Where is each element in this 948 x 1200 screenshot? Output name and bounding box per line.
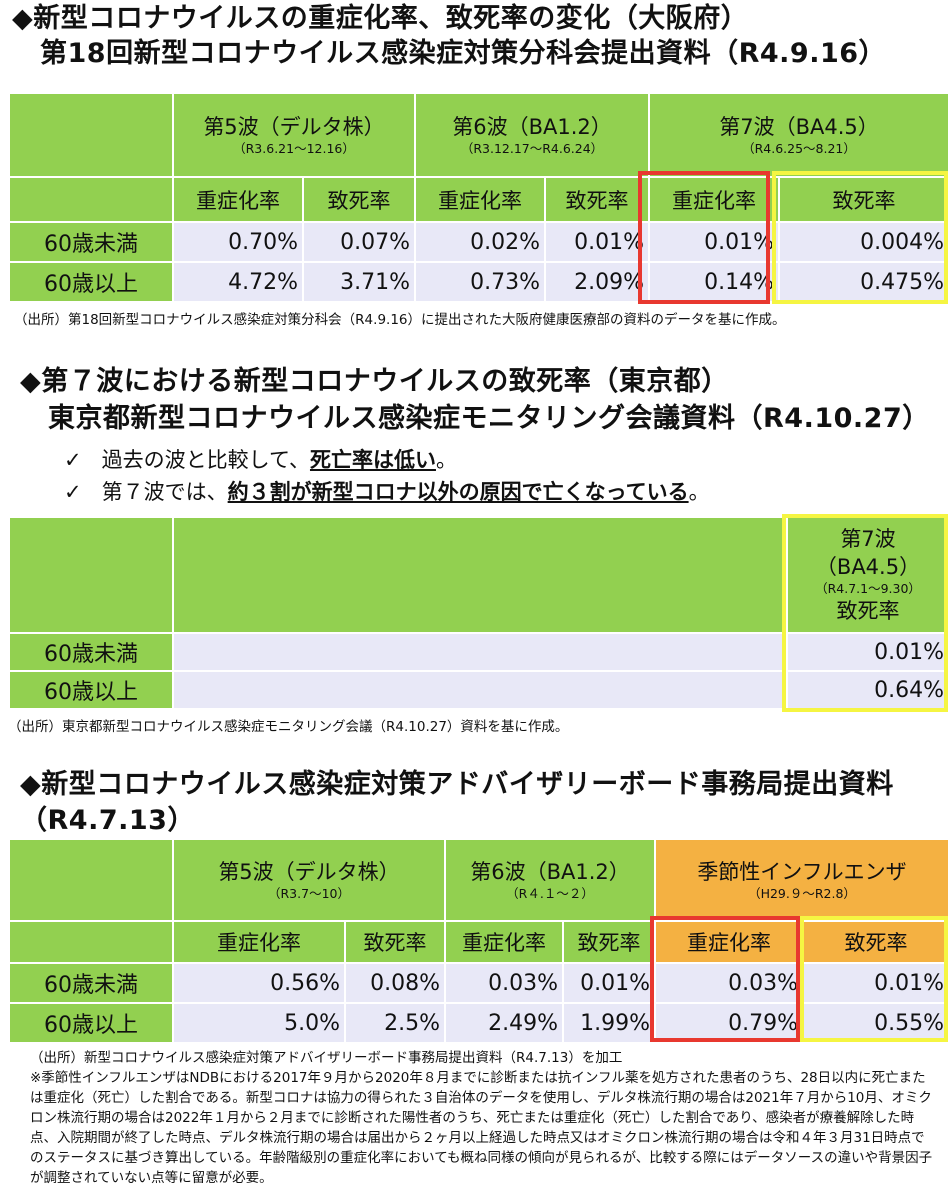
value-cell: 2.5%: [344, 1002, 446, 1044]
footnote: ※季節性インフルエンザはNDBにおける2017年９月から2020年８月までに診断…: [30, 1070, 933, 1186]
row-label: 60歳未満: [8, 221, 174, 263]
value-cell: 5.0%: [172, 1002, 346, 1044]
highlight-red-box: [638, 171, 770, 304]
value-cell: 4.72%: [172, 261, 304, 303]
value-cell: 0.01%: [562, 962, 656, 1004]
highlight-red-box: [650, 916, 800, 1042]
metric-header: 重症化率: [654, 920, 804, 964]
table-row: 60歳以上 0.64%: [8, 670, 948, 710]
value-cell: 0.73%: [414, 261, 546, 303]
value-cell: 0.07%: [302, 221, 416, 263]
source-note: （出所）新型コロナウイルス感染症対策アドバイザリーボード事務局提出資料（R4.7…: [30, 1050, 623, 1066]
value-cell: 0.64%: [786, 670, 948, 710]
row-label: 60歳未満: [8, 962, 174, 1004]
wave-header: 第6波（BA1.2） （R3.12.17～R4.6.24）: [414, 92, 650, 178]
value-cell: 1.99%: [562, 1002, 656, 1044]
tokyo-table: 第7波 （BA4.5） （R4.7.1～9.30） 致死率 60歳未満 0.01…: [8, 516, 948, 710]
blank-cell: [8, 176, 174, 223]
check-icon: ✓: [64, 480, 82, 504]
value-cell: 0.01%: [648, 221, 780, 263]
value-cell: 0.55%: [802, 1002, 948, 1044]
row-label: 60歳以上: [8, 261, 174, 303]
section3-subtitle: （R4.7.13）: [20, 805, 195, 836]
table-row: 60歳以上 4.72% 3.71% 0.73% 2.09% 0.14% 0.47…: [8, 261, 948, 303]
value-cell: 0.01%: [544, 221, 650, 263]
empty-cell: [172, 670, 788, 710]
value-cell: 0.56%: [172, 962, 346, 1004]
metric-header: 重症化率: [444, 920, 564, 964]
section3-title: ◆新型コロナウイルス感染症対策アドバイザリーボード事務局提出資料: [20, 769, 894, 800]
section1-subtitle: 第18回新型コロナウイルス感染症対策分科会提出資料（R4.9.16）: [40, 38, 887, 69]
table-row: 60歳未満 0.56% 0.08% 0.03% 0.01% 0.03% 0.01…: [8, 962, 948, 1004]
source-note: （出所）第18回新型コロナウイルス感染症対策分科会（R4.9.16）に提出された…: [14, 312, 786, 328]
value-cell: 0.79%: [654, 1002, 804, 1044]
wave-header: 第5波（デルタ株） （R3.7～10）: [172, 838, 446, 922]
wave-header: 第7波（BA4.5） （R4.6.25～8.21）: [648, 92, 948, 178]
value-cell: 3.71%: [302, 261, 416, 303]
corner-cell: [8, 92, 174, 178]
metric-header: 重症化率: [172, 920, 346, 964]
influenza-header: 季節性インフルエンザ （H29.９～R2.8）: [654, 838, 948, 922]
section2-subtitle: 東京都新型コロナウイルス感染症モニタリング会議資料（R4.10.27）: [48, 403, 930, 434]
value-cell: 0.03%: [444, 962, 564, 1004]
table-row: 60歳以上 5.0% 2.5% 2.49% 1.99% 0.79% 0.55%: [8, 1002, 948, 1044]
metric-header: 致死率: [544, 176, 650, 223]
row-label: 60歳以上: [8, 670, 174, 710]
metric-header: 致死率: [302, 176, 416, 223]
highlight-yellow-box: [772, 171, 948, 304]
check-icon: ✓: [64, 448, 82, 472]
value-cell: 0.03%: [654, 962, 804, 1004]
section2-title: ◆第７波における新型コロナウイルスの致死率（東京都）: [20, 366, 729, 397]
value-cell: 0.02%: [414, 221, 546, 263]
corner-cell: [8, 516, 174, 634]
value-cell: 0.01%: [802, 962, 948, 1004]
source-note: （出所）東京都新型コロナウイルス感染症モニタリング会議（R4.10.27）資料を…: [8, 719, 569, 735]
metric-header: 致死率: [802, 920, 948, 964]
metric-header: 致死率: [344, 920, 446, 964]
metric-header: 重症化率: [172, 176, 304, 223]
wave-header: 第6波（BA1.2） （R４.１～２）: [444, 838, 656, 922]
table-row: 60歳未満 0.01%: [8, 632, 948, 672]
value-cell: 0.14%: [648, 261, 780, 303]
wave-header: 第7波 （BA4.5） （R4.7.1～9.30） 致死率: [786, 516, 948, 634]
value-cell: 2.09%: [544, 261, 650, 303]
value-cell: 0.08%: [344, 962, 446, 1004]
row-label: 60歳未満: [8, 632, 174, 672]
value-cell: 0.70%: [172, 221, 304, 263]
bullet-item: ✓ 過去の波と比較して、死亡率は低い。: [64, 448, 457, 472]
metric-header: 重症化率: [648, 176, 780, 223]
blank-header: [172, 516, 788, 634]
metric-header: 致死率: [778, 176, 948, 223]
bullet-item: ✓ 第７波では、約３割が新型コロナ以外の原因で亡くなっている。: [64, 480, 710, 504]
blank-cell: [8, 920, 174, 964]
section1-title: ◆新型コロナウイルスの重症化率、致死率の変化（大阪府）: [12, 3, 749, 34]
value-cell: 0.475%: [778, 261, 948, 303]
table-row: 60歳未満 0.70% 0.07% 0.02% 0.01% 0.01% 0.00…: [8, 221, 948, 263]
highlight-yellow-box: [800, 916, 948, 1042]
empty-cell: [172, 632, 788, 672]
value-cell: 0.01%: [786, 632, 948, 672]
highlight-yellow-box: [782, 514, 948, 712]
wave-header: 第5波（デルタ株） （R3.6.21～12.16）: [172, 92, 416, 178]
row-label: 60歳以上: [8, 1002, 174, 1044]
corner-cell: [8, 838, 174, 922]
advisory-table: 第5波（デルタ株） （R3.7～10） 第6波（BA1.2） （R４.１～２） 季節…: [8, 838, 948, 1044]
value-cell: 0.004%: [778, 221, 948, 263]
value-cell: 2.49%: [444, 1002, 564, 1044]
osaka-table: 第5波（デルタ株） （R3.6.21～12.16） 第6波（BA1.2） （R3.1…: [8, 92, 948, 303]
metric-header: 致死率: [562, 920, 656, 964]
metric-header: 重症化率: [414, 176, 546, 223]
